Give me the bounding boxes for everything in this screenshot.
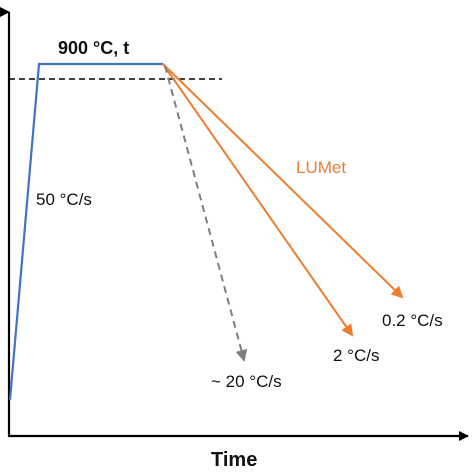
cooling-curve-20 bbox=[164, 65, 248, 362]
x-axis-label: Time bbox=[211, 449, 257, 471]
cooling-curve-0-2 bbox=[162, 63, 404, 299]
rate-mid-label: 2 °C/s bbox=[333, 346, 379, 365]
heating-rate-label: 50 °C/s bbox=[36, 190, 92, 209]
lumet-label: LUMet bbox=[296, 158, 346, 177]
cooling-curve-2 bbox=[162, 63, 354, 337]
rate-slow-label: 0.2 °C/s bbox=[382, 311, 443, 330]
heating-hold-profile bbox=[8, 62, 163, 401]
hold-label: 900 °C, t bbox=[58, 38, 129, 58]
rate-fast-label: ~ 20 °C/s bbox=[211, 372, 282, 391]
